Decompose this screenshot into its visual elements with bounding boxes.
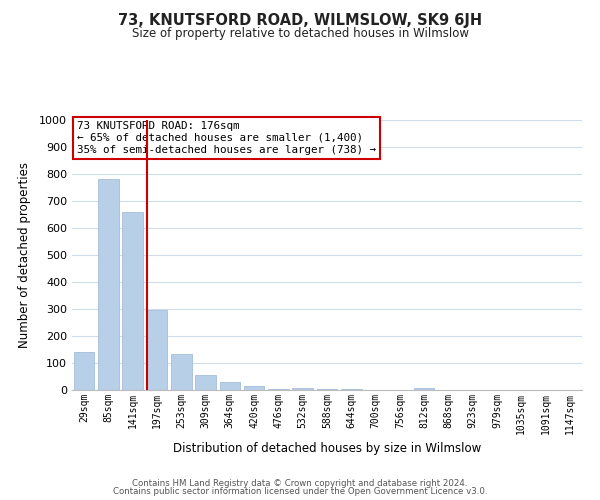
Bar — [341, 389, 362, 390]
Bar — [171, 354, 191, 390]
Bar — [74, 352, 94, 390]
Bar — [122, 212, 143, 390]
Bar — [414, 388, 434, 390]
Bar — [146, 310, 167, 390]
Bar — [98, 180, 119, 390]
Bar — [220, 382, 240, 390]
Text: Size of property relative to detached houses in Wilmslow: Size of property relative to detached ho… — [131, 28, 469, 40]
Bar — [244, 386, 265, 390]
Text: 73 KNUTSFORD ROAD: 176sqm
← 65% of detached houses are smaller (1,400)
35% of se: 73 KNUTSFORD ROAD: 176sqm ← 65% of detac… — [77, 122, 376, 154]
Text: 73, KNUTSFORD ROAD, WILMSLOW, SK9 6JH: 73, KNUTSFORD ROAD, WILMSLOW, SK9 6JH — [118, 12, 482, 28]
X-axis label: Distribution of detached houses by size in Wilmslow: Distribution of detached houses by size … — [173, 442, 481, 455]
Bar — [268, 388, 289, 390]
Bar — [292, 388, 313, 390]
Text: Contains public sector information licensed under the Open Government Licence v3: Contains public sector information licen… — [113, 487, 487, 496]
Bar — [317, 388, 337, 390]
Bar — [195, 375, 216, 390]
Y-axis label: Number of detached properties: Number of detached properties — [18, 162, 31, 348]
Text: Contains HM Land Registry data © Crown copyright and database right 2024.: Contains HM Land Registry data © Crown c… — [132, 478, 468, 488]
